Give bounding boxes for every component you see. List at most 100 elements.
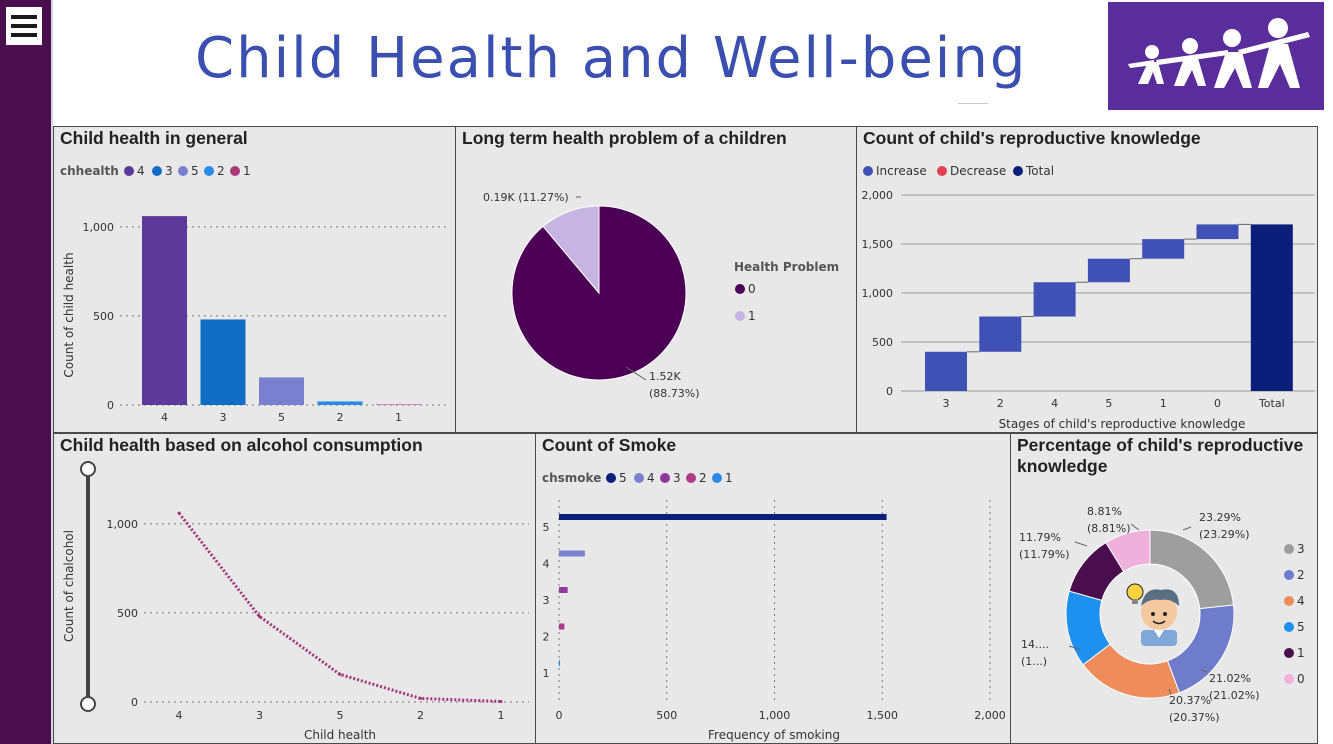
legend-marker[interactable] [1284,648,1294,658]
data-point-5[interactable] [338,672,342,676]
legend-item-3[interactable]: 3 [673,471,681,485]
legend-item-0[interactable]: 0 [748,282,756,296]
legend-item-Increase[interactable]: Increase [876,164,927,178]
legend-item-1[interactable]: 1 [725,471,733,485]
legend-item-4[interactable]: 4 [137,164,145,178]
legend-item-Total[interactable]: Total [1025,164,1054,178]
legend-marker[interactable] [937,166,947,176]
legend-item-4[interactable]: 4 [647,471,655,485]
legend-title: chhealth [60,164,119,178]
legend-marker[interactable] [712,473,722,483]
legend-item-1[interactable]: 1 [748,309,756,323]
legend-marker[interactable] [735,284,745,294]
gridlines: 0 500 1,000 1,500 2,000 [862,189,1315,398]
waterfall-bar-2[interactable] [979,316,1022,352]
legend-marker[interactable] [634,473,644,483]
legend-marker[interactable] [178,166,188,176]
bar-5[interactable] [559,514,887,520]
waterfall-bar-4[interactable] [1033,282,1076,317]
waterfall-bar-3[interactable] [925,351,967,391]
legend-marker[interactable] [1284,596,1294,606]
waterfall-bar-Total[interactable] [1250,224,1293,391]
legend-marker[interactable] [606,473,616,483]
panel-title: Count of child's reproductive knowledge [863,128,1201,148]
bar-2[interactable] [559,623,565,630]
bar-2[interactable] [317,401,363,405]
legend-item-0[interactable]: 0 [1297,672,1305,686]
donut-data-label: 14.... [1021,638,1049,651]
legend-item-Decrease[interactable]: Decrease [950,164,1006,178]
title-underline [958,103,988,104]
legend-item-3[interactable]: 3 [1297,542,1305,556]
legend-marker[interactable] [863,166,873,176]
legend-item-2[interactable]: 2 [217,164,225,178]
data-labels: 23.29% (23.29%) 21.02% (21.02%)20.37% (20.37… [1019,505,1260,724]
legend-item-4[interactable]: 4 [1297,594,1305,608]
legend-marker[interactable] [152,166,162,176]
x-tick-label: 4 [161,411,168,424]
pie-slices [511,205,687,381]
legend-item-5[interactable]: 5 [1297,620,1305,634]
hamburger-menu-icon[interactable] [6,7,42,45]
legend-marker[interactable] [660,473,670,483]
waterfall-bar-1[interactable] [1142,239,1185,259]
legend-marker[interactable] [230,166,240,176]
donut-data-label: 23.29% [1199,511,1241,524]
waterfall-bar-0[interactable] [1196,224,1239,240]
y-tick-label: 0 [886,385,893,398]
bar-1[interactable] [559,660,561,666]
legend-marker[interactable] [1284,674,1294,684]
legend-marker[interactable] [1284,622,1294,632]
bar-3[interactable] [200,319,246,405]
y-tick-label: 1,500 [862,238,894,251]
x-tick-label: 1,500 [867,709,899,722]
x-tick-label: 2 [417,709,424,722]
legend-marker[interactable] [735,311,745,321]
data-label-large-value: 1.52K [649,370,681,383]
legend-marker[interactable] [1013,166,1023,176]
legend-item-3[interactable]: 3 [165,164,173,178]
bar-4[interactable] [142,216,187,405]
y-tick-label: 2 [543,631,550,644]
legend-item-5[interactable]: 5 [191,164,199,178]
range-slider-handle-bottom[interactable] [80,696,96,712]
waterfall-bar-5[interactable] [1087,258,1130,283]
donut-slice-0[interactable] [1105,529,1151,573]
donut-data-label: 8.81% [1087,505,1122,518]
legend-item-2[interactable]: 2 [1297,568,1305,582]
legend-item-1[interactable]: 1 [243,164,251,178]
data-point-4[interactable] [177,511,181,515]
data-point-2[interactable] [419,696,422,700]
legend-marker[interactable] [1284,544,1294,554]
donut-data-label: (8.81%) [1087,522,1131,535]
donut-data-label: 21.02% [1209,672,1251,685]
data-point-3[interactable] [258,614,261,618]
bar-1[interactable] [376,404,421,405]
legend-marker[interactable] [204,166,214,176]
leader-line [1130,523,1140,531]
legend-marker[interactable] [686,473,696,483]
pie-slice-0[interactable] [511,205,687,381]
line-series[interactable] [177,512,502,703]
family-icon [1128,18,1310,88]
legend-item-5[interactable]: 5 [619,471,627,485]
range-slider-track[interactable] [86,470,90,704]
legend-item-1[interactable]: 1 [1297,646,1305,660]
pie-slice-1[interactable] [542,205,600,295]
bar-5[interactable] [259,377,304,405]
x-tick-label: 4 [1051,397,1058,410]
legend-item-2[interactable]: 2 [699,471,707,485]
legend-marker[interactable] [1284,570,1294,580]
legend-marker[interactable] [124,166,134,176]
y-tick-label: 1 [543,667,550,680]
bars: 4 3 5 2 1 [142,216,421,424]
y-tick-label: 0 [131,696,138,709]
child-idea-icon [1126,583,1179,646]
data-point-1[interactable] [499,699,503,703]
panel-long-term-health-problem: Long term health problem of a children 0… [455,126,857,433]
bar-4[interactable] [559,550,585,557]
bar-3[interactable] [559,587,568,593]
range-slider-handle-top[interactable] [80,461,96,477]
waterfall-chart: Increase Decrease Total 0 500 1,000 1,500 2,00… [862,164,1315,431]
family-logo [1108,2,1324,110]
